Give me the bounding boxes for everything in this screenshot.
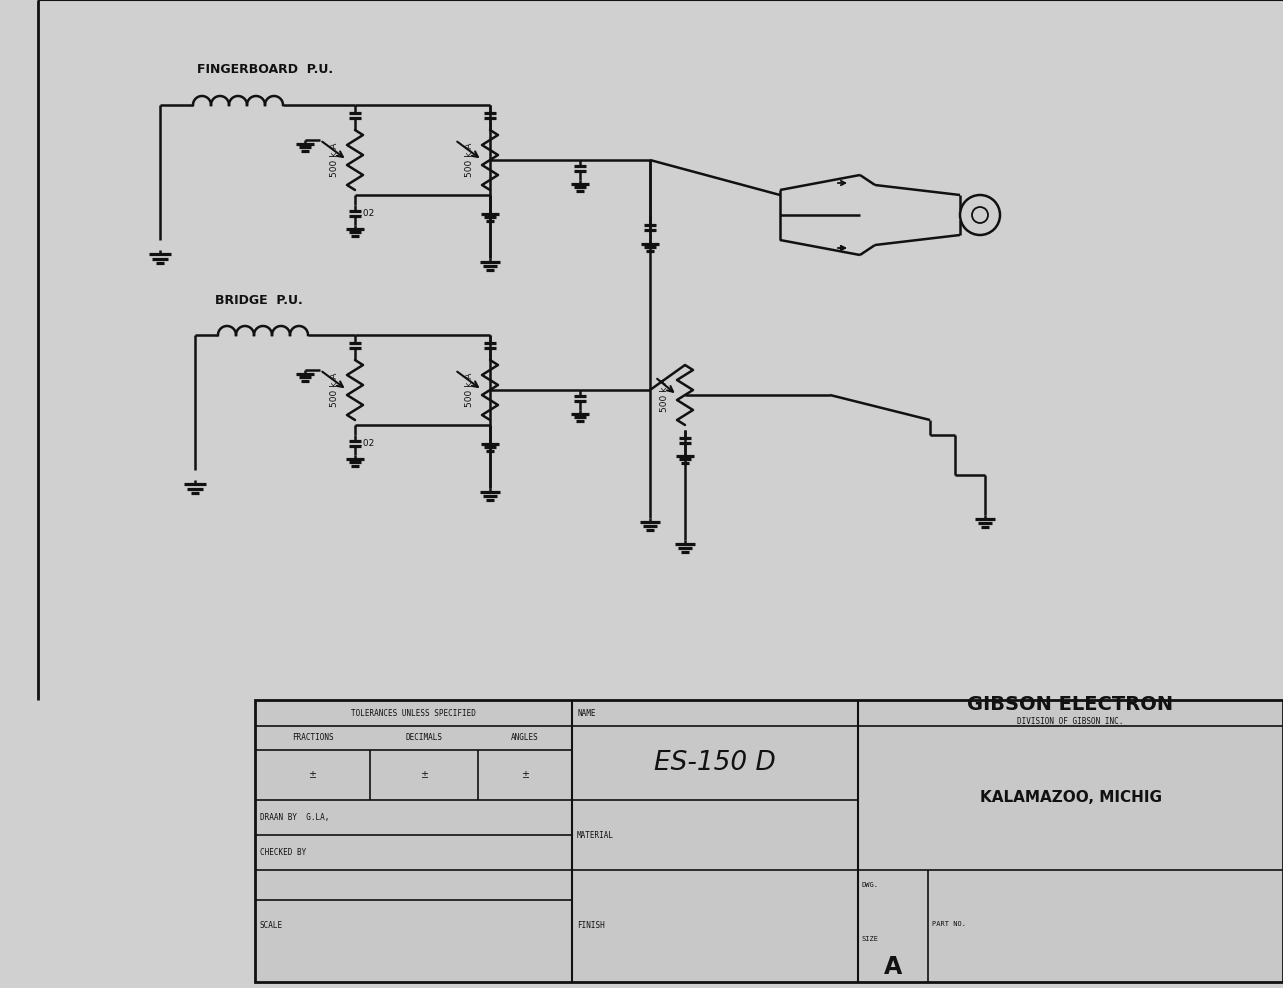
Text: FINISH: FINISH	[577, 922, 604, 931]
Text: NAME: NAME	[577, 708, 595, 717]
Bar	[255, 700, 1283, 982]
Text: TOLERANCES UNLESS SPECIFIED: TOLERANCES UNLESS SPECIFIED	[352, 708, 476, 717]
Text: 500 k A: 500 k A	[464, 372, 473, 407]
Text: SCALE: SCALE	[260, 922, 284, 931]
Text: 500 k A: 500 k A	[330, 372, 339, 407]
Text: DIVISION OF GIBSON INC.: DIVISION OF GIBSON INC.	[1017, 716, 1124, 725]
Text: CHECKED BY: CHECKED BY	[260, 848, 307, 857]
Text: ANGLES: ANGLES	[511, 733, 539, 743]
Text: ES-150 D: ES-150 D	[654, 750, 776, 776]
Text: 500 k A: 500 k A	[659, 377, 668, 412]
Text: DRAAN BY  G.LA,: DRAAN BY G.LA,	[260, 813, 330, 822]
Text: ±: ±	[521, 770, 529, 780]
Text: ±: ±	[308, 770, 317, 780]
Text: A: A	[884, 955, 902, 979]
Text: DWG.: DWG.	[862, 882, 879, 888]
Text: FRACTIONS: FRACTIONS	[291, 733, 334, 743]
Text: .02: .02	[361, 209, 375, 218]
Text: SIZE: SIZE	[862, 936, 879, 942]
Text: 500 k A: 500 k A	[330, 143, 339, 177]
Text: DECIMALS: DECIMALS	[405, 733, 443, 743]
Text: FINGERBOARD  P.U.: FINGERBOARD P.U.	[198, 63, 334, 76]
Text: ±: ±	[420, 770, 429, 780]
Text: GIBSON ELECTRON: GIBSON ELECTRON	[967, 696, 1174, 714]
Text: BRIDGE  P.U.: BRIDGE P.U.	[216, 293, 303, 306]
Text: 500 k A: 500 k A	[464, 143, 473, 177]
Text: KALAMAZOO, MICHIG: KALAMAZOO, MICHIG	[979, 790, 1161, 805]
Text: PART NO.: PART NO.	[931, 921, 966, 927]
Text: .02: .02	[361, 440, 375, 449]
Text: MATERIAL: MATERIAL	[577, 831, 615, 840]
